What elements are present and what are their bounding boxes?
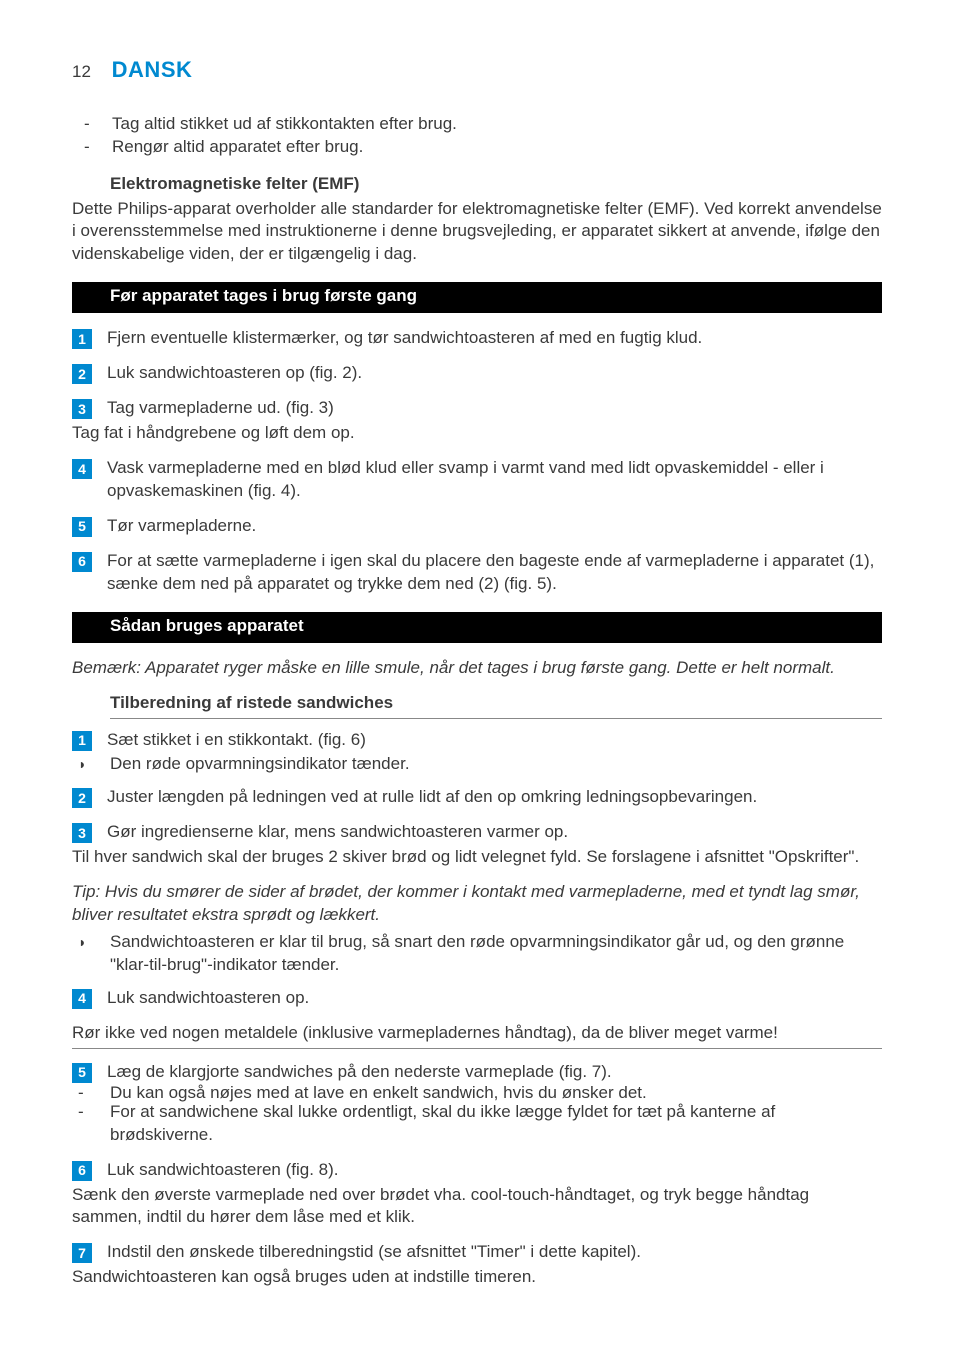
step-text: Luk sandwichtoasteren (fig. 8). — [107, 1159, 882, 1182]
list-item: For at sandwichene skal lukke ordentligt… — [72, 1101, 882, 1147]
page-number: 12 — [72, 62, 91, 81]
step-number-box: 6 — [72, 1161, 92, 1181]
step-number-box: 1 — [72, 329, 92, 349]
step-number-box: 2 — [72, 364, 92, 384]
usage-note: Bemærk: Apparatet ryger måske en lille s… — [72, 657, 882, 680]
step-text: Tør varmepladerne. — [107, 515, 882, 538]
emf-body: Dette Philips-apparat overholder alle st… — [72, 198, 882, 267]
numbered-step: 7 Indstil den ønskede tilberedningstid (… — [72, 1241, 882, 1264]
numbered-step: 6 For at sætte varmepladerne i igen skal… — [72, 550, 882, 596]
language-title: DANSK — [112, 57, 193, 82]
section-bar-usage: Sådan bruges apparatet — [72, 612, 882, 643]
list-item: Tag altid stikket ud af stikkontakten ef… — [98, 113, 882, 136]
list-item: Rengør altid apparatet efter brug. — [98, 136, 882, 159]
step-text: Luk sandwichtoasteren op (fig. 2). — [107, 362, 882, 385]
bullet-item: Sandwichtoasteren er klar til brug, så s… — [72, 931, 882, 977]
step-number-box: 2 — [72, 788, 92, 808]
step-text: Vask varmepladerne med en blød klud elle… — [107, 457, 882, 503]
bullet-list: Den røde opvarmningsindikator tænder. — [72, 753, 882, 776]
step-followup: Til hver sandwich skal der bruges 2 skiv… — [72, 846, 882, 869]
numbered-step: 1 Fjern eventuelle klistermærker, og tør… — [72, 327, 882, 350]
step-number-box: 4 — [72, 989, 92, 1009]
step-text: Læg de klargjorte sandwiches på den nede… — [107, 1061, 882, 1084]
numbered-step: 2 Juster længden på ledningen ved at rul… — [72, 786, 882, 809]
step-text: For at sætte varmepladerne i igen skal d… — [107, 550, 882, 596]
numbered-step: 3 Tag varmepladerne ud. (fig. 3) — [72, 397, 882, 420]
step-number-box: 4 — [72, 459, 92, 479]
tip-note: Tip: Hvis du smører de sider af brødet, … — [72, 881, 882, 927]
page-header: 12 DANSK — [72, 55, 882, 85]
step-text: Tag varmepladerne ud. (fig. 3) — [107, 397, 882, 420]
step-number-box: 5 — [72, 1063, 92, 1083]
section-bar-before-first-use: Før apparatet tages i brug første gang — [72, 282, 882, 313]
step-number-box: 7 — [72, 1243, 92, 1263]
step-text: Sæt stikket i en stikkontakt. (fig. 6) — [107, 729, 882, 752]
step-text: Fjern eventuelle klistermærker, og tør s… — [107, 327, 882, 350]
warning-text: Rør ikke ved nogen metaldele (inklusive … — [72, 1022, 882, 1049]
step-number-box: 3 — [72, 399, 92, 419]
bullet-item: Den røde opvarmningsindikator tænder. — [72, 753, 882, 776]
numbered-step: 5 Tør varmepladerne. — [72, 515, 882, 538]
intro-bullet-list: Tag altid stikket ud af stikkontakten ef… — [98, 113, 882, 159]
numbered-step: 1 Sæt stikket i en stikkontakt. (fig. 6) — [72, 729, 882, 752]
numbered-step: 5 Læg de klargjorte sandwiches på den ne… — [72, 1061, 882, 1084]
emf-heading: Elektromagnetiske felter (EMF) — [110, 173, 882, 196]
numbered-step: 2 Luk sandwichtoasteren op (fig. 2). — [72, 362, 882, 385]
numbered-step: 3 Gør ingredienserne klar, mens sandwich… — [72, 821, 882, 844]
numbered-step: 4 Vask varmepladerne med en blød klud el… — [72, 457, 882, 503]
numbered-step: 6 Luk sandwichtoasteren (fig. 8). — [72, 1159, 882, 1182]
bullet-list: Sandwichtoasteren er klar til brug, så s… — [72, 931, 882, 977]
step-followup: Tag fat i håndgrebene og løft dem op. — [72, 422, 882, 445]
toasted-sandwich-heading: Tilberedning af ristede sandwiches — [110, 692, 882, 719]
step-text: Luk sandwichtoasteren op. — [107, 987, 882, 1010]
step-followup: Sænk den øverste varmeplade ned over brø… — [72, 1184, 882, 1230]
step-number-box: 5 — [72, 517, 92, 537]
step-text: Juster længden på ledningen ved at rulle… — [107, 786, 882, 809]
step-number-box: 3 — [72, 823, 92, 843]
dash-sublist: Du kan også nøjes med at lave en enkelt … — [72, 1082, 882, 1147]
numbered-step: 4 Luk sandwichtoasteren op. — [72, 987, 882, 1010]
step-number-box: 6 — [72, 552, 92, 572]
step-text: Indstil den ønskede tilberedningstid (se… — [107, 1241, 882, 1264]
step-number-box: 1 — [72, 731, 92, 751]
step-text: Gør ingredienserne klar, mens sandwichto… — [107, 821, 882, 844]
step-followup: Sandwichtoasteren kan også bruges uden a… — [72, 1266, 882, 1289]
